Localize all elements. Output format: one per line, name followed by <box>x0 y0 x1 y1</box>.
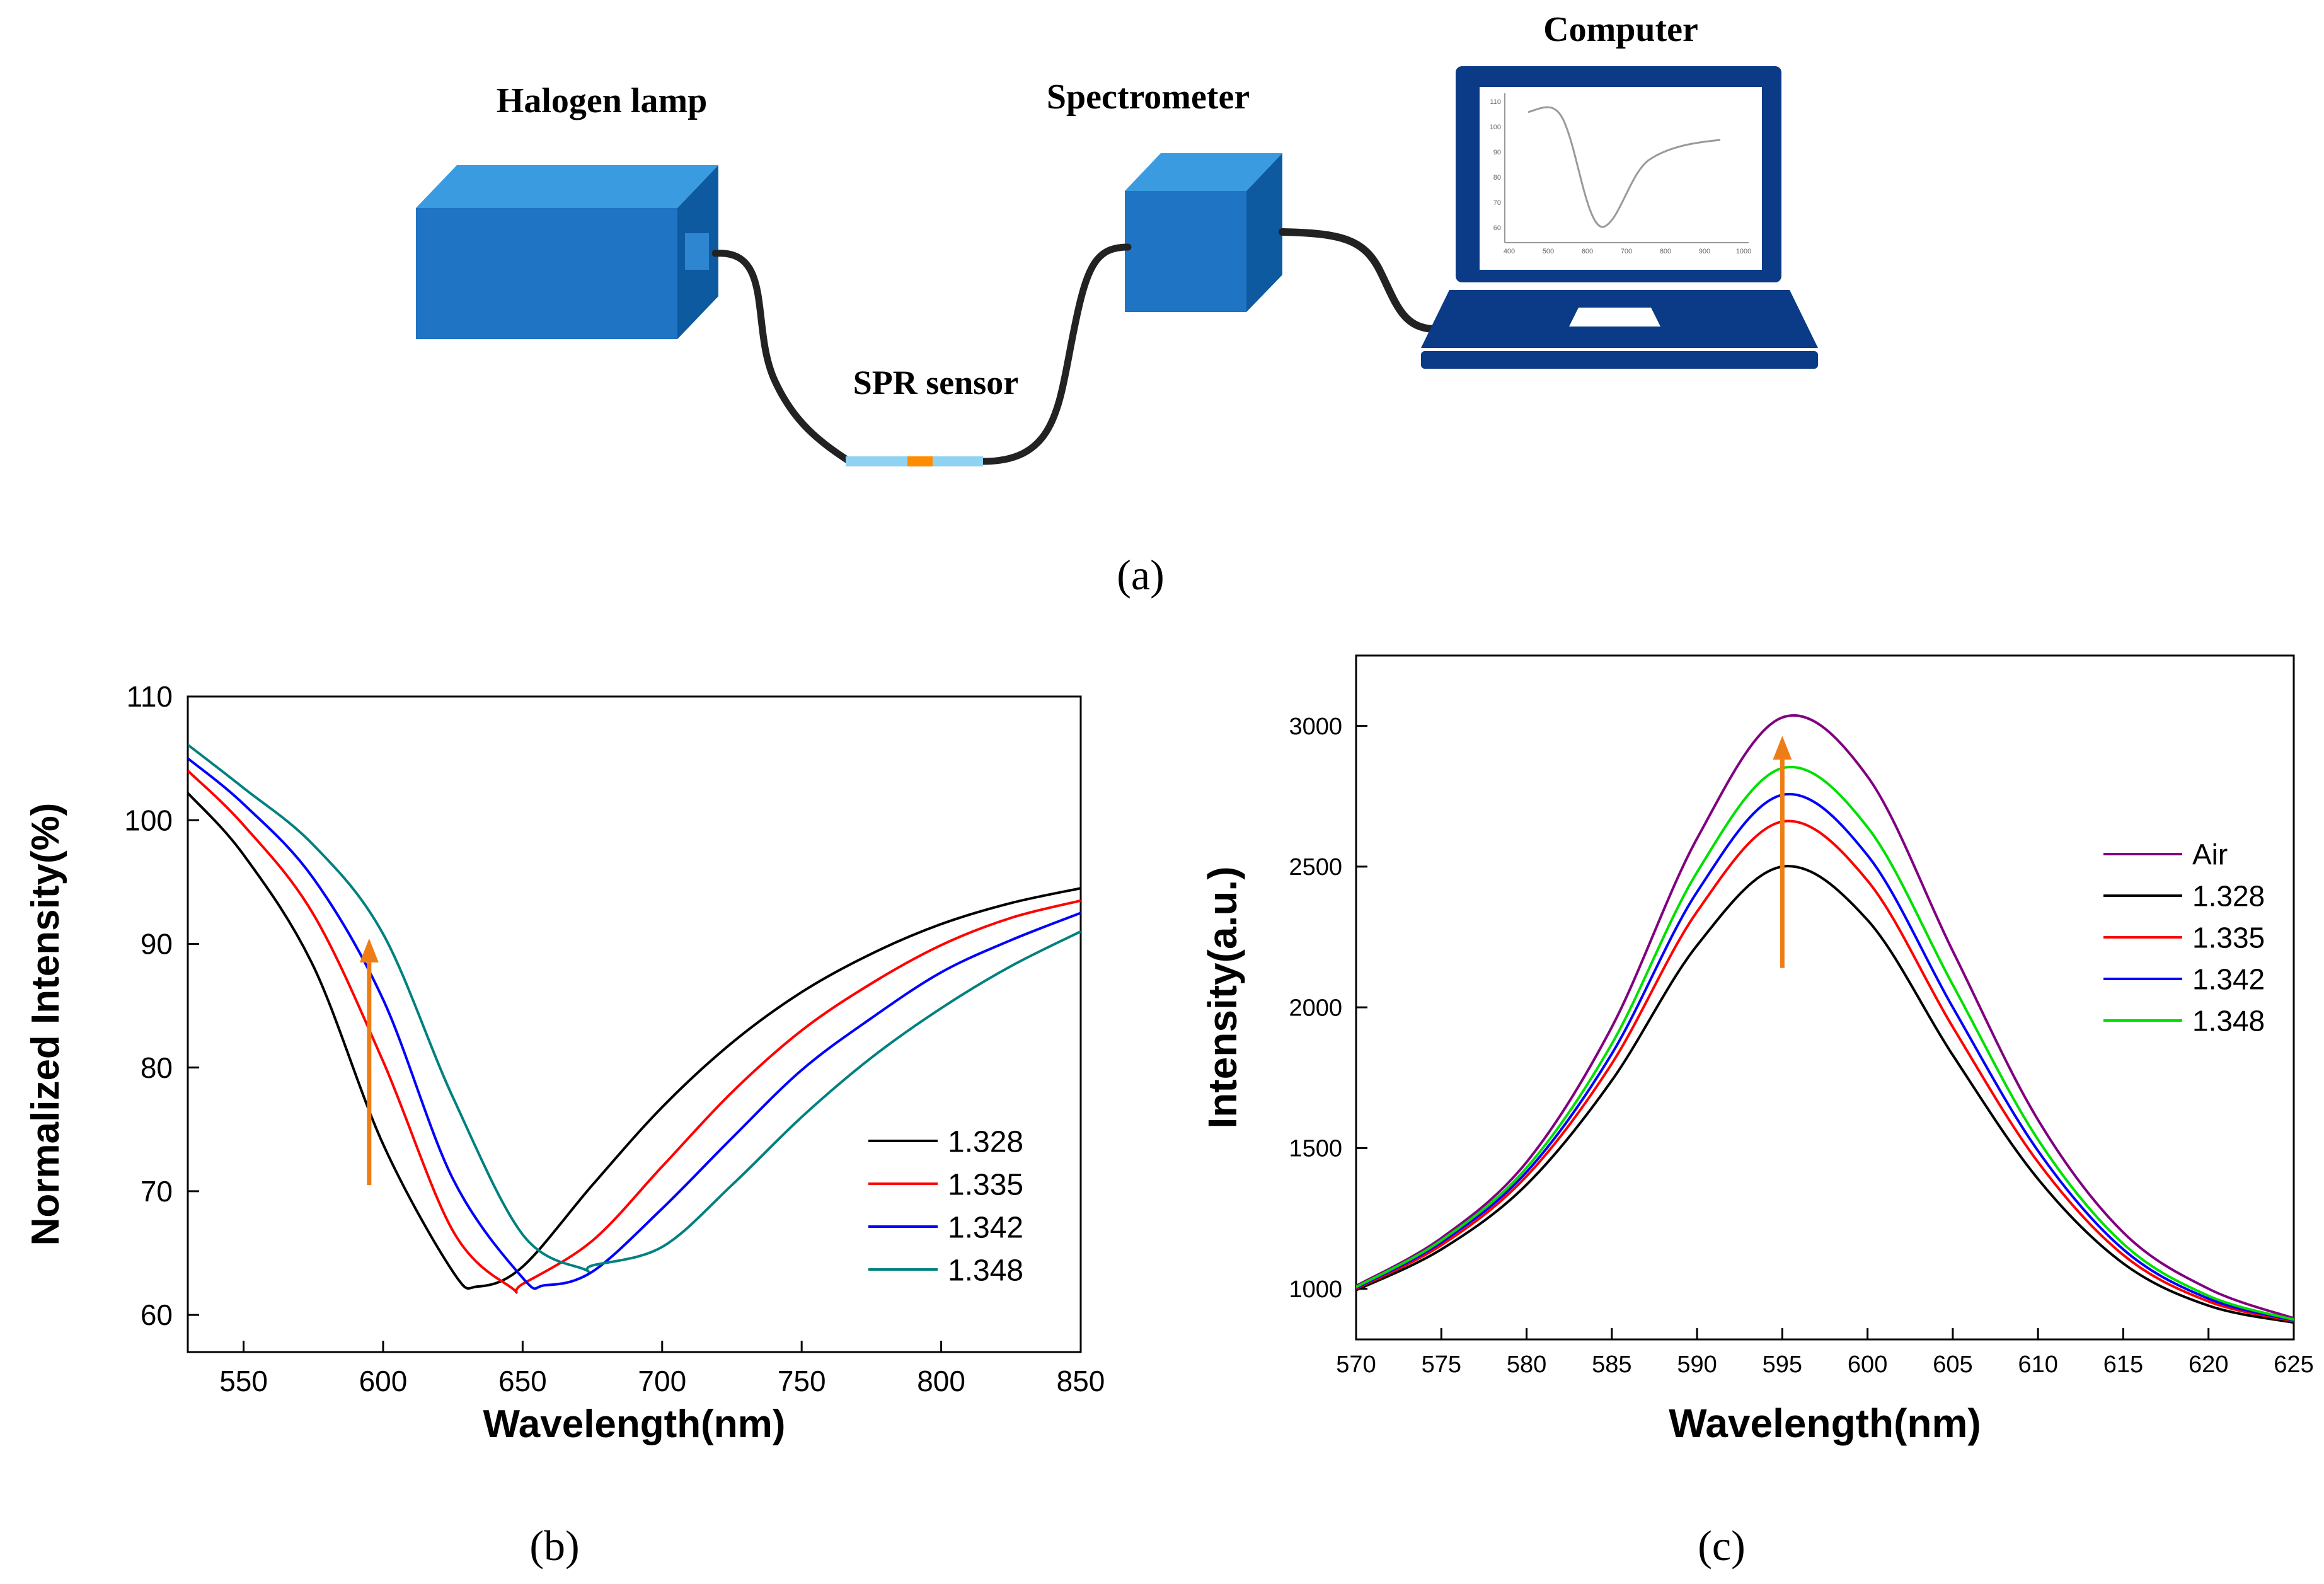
x-tick-label: 610 <box>2018 1351 2057 1378</box>
x-axis-label: Wavelength(nm) <box>1669 1401 1981 1446</box>
series-line-1.348 <box>1356 765 2294 1321</box>
caption-a: (a) <box>1117 551 1164 599</box>
series-line-1.348 <box>188 743 1081 1273</box>
x-tick-label: 800 <box>917 1365 965 1397</box>
halogen-lamp-box <box>416 165 718 339</box>
spectrometer-label: Spectrometer <box>1047 78 1250 117</box>
legend-entry: Air <box>2192 838 2228 871</box>
x-axis-label: Wavelength(nm) <box>483 1402 786 1446</box>
legend-entry: 1.335 <box>948 1168 1023 1201</box>
halogen-lamp-label: Halogen lamp <box>497 81 707 120</box>
legend-entry: 1.335 <box>2192 922 2265 954</box>
monitor-y-tick: 70 <box>1493 199 1501 207</box>
y-axis-label: Normalized Intensity(%) <box>24 803 67 1246</box>
x-tick-label: 620 <box>2189 1351 2228 1378</box>
plot-frame <box>187 695 1082 1353</box>
monitor-x-tick: 1000 <box>1736 248 1751 255</box>
y-tick-label: 80 <box>141 1051 173 1084</box>
y-tick-label: 60 <box>141 1298 173 1331</box>
x-tick-label: 550 <box>219 1365 268 1397</box>
y-tick-label: 100 <box>124 804 173 836</box>
x-tick-label: 580 <box>1507 1351 1546 1378</box>
series-line-1.335 <box>188 770 1081 1294</box>
y-tick-label: 2500 <box>1289 854 1342 881</box>
y-tick-label: 2000 <box>1289 995 1342 1021</box>
shift-arrow-head <box>1773 736 1792 760</box>
monitor-y-tick: 60 <box>1493 224 1501 232</box>
monitor-y-tick: 80 <box>1493 174 1501 182</box>
x-tick-label: 600 <box>1848 1351 1887 1378</box>
monitor-x-tick: 600 <box>1582 248 1593 255</box>
legend-entry: 1.348 <box>948 1254 1023 1287</box>
x-tick-label: 600 <box>359 1365 408 1397</box>
y-tick-label: 1500 <box>1289 1136 1342 1162</box>
cable-spectrometer-to-computer <box>1279 228 1437 333</box>
monitor-x-tick: 900 <box>1699 248 1710 255</box>
legend-entry: 1.342 <box>948 1211 1023 1244</box>
series-line-1.342 <box>1356 792 2294 1322</box>
series-line-1.328 <box>1356 865 2294 1324</box>
y-tick-label: 70 <box>141 1175 173 1208</box>
monitor-x-tick: 700 <box>1621 248 1632 255</box>
legend-entry: 1.328 <box>2192 880 2265 913</box>
x-tick-label: 595 <box>1763 1351 1802 1378</box>
x-tick-label: 590 <box>1677 1351 1717 1378</box>
monitor-x-tick: 500 <box>1543 248 1554 255</box>
x-tick-label: 570 <box>1336 1351 1376 1378</box>
y-tick-label: 1000 <box>1289 1276 1342 1303</box>
series-line-1.335 <box>1356 819 2294 1322</box>
caption-b: (b) <box>529 1522 579 1570</box>
x-tick-label: 700 <box>638 1365 686 1397</box>
series-line-1.328 <box>188 792 1081 1290</box>
caption-c: (c) <box>1698 1522 1745 1570</box>
y-tick-label: 3000 <box>1289 714 1342 740</box>
legend-entry: 1.348 <box>2192 1005 2265 1038</box>
x-tick-label: 585 <box>1592 1351 1631 1378</box>
y-tick-label: 90 <box>141 928 173 961</box>
series-line-Air <box>1356 714 2294 1320</box>
monitor-plot: 400 500 600 700 800 900 1000 110 100 90 80 70 60 <box>1490 93 1751 255</box>
plot-frame <box>1355 654 2295 1341</box>
spectrometer-box <box>1125 153 1282 312</box>
monitor-y-tick: 110 <box>1490 98 1501 106</box>
monitor-y-tick: 90 <box>1493 149 1501 156</box>
spr-sensor-label: SPR sensor <box>853 364 1019 402</box>
shift-arrow-head <box>359 938 379 963</box>
fiber-lamp-to-sensor <box>711 250 851 464</box>
series-line-1.342 <box>188 757 1081 1290</box>
y-tick-label: 110 <box>127 680 173 713</box>
legend-entry: 1.342 <box>2192 963 2265 996</box>
legend-entry: 1.328 <box>948 1125 1023 1159</box>
chart-c: 570 575 580 585 590 595 600 605 610 615 620 625 1000… <box>1200 654 2314 1446</box>
monitor-y-tick: 100 <box>1490 124 1501 131</box>
x-tick-label: 605 <box>1933 1351 1972 1378</box>
x-tick-label: 650 <box>498 1365 547 1397</box>
x-tick-label: 850 <box>1057 1365 1105 1397</box>
x-tick-label: 750 <box>778 1365 826 1397</box>
monitor-x-tick: 400 <box>1504 248 1515 255</box>
chart-b: 550 600 650 700 750 800 850 60 70 80 90 100 110 Wavel… <box>24 680 1105 1446</box>
x-tick-label: 625 <box>2274 1351 2313 1378</box>
setup-diagram: Halogen lamp Spectrometer SPR sensor <box>416 10 1818 599</box>
x-tick-label: 575 <box>1422 1351 1461 1378</box>
monitor-x-tick: 800 <box>1660 248 1671 255</box>
fiber-sensor-to-spectrometer <box>979 243 1132 465</box>
computer-label: Computer <box>1543 10 1698 49</box>
laptop-icon: 400 500 600 700 800 900 1000 110 100 90 80 70 60 <box>1421 66 1818 369</box>
y-axis-label: Intensity(a.u.) <box>1200 866 1245 1128</box>
spr-sensor <box>846 456 983 466</box>
x-tick-label: 615 <box>2103 1351 2143 1378</box>
